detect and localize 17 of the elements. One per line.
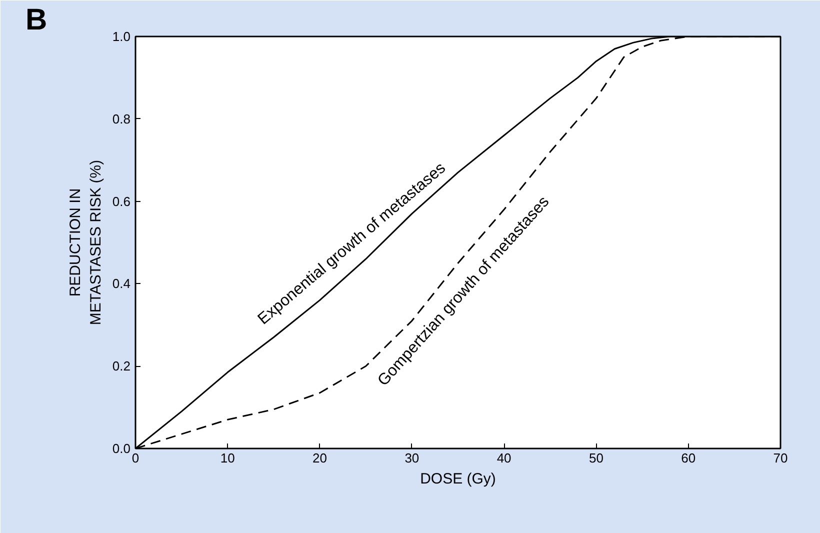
y-tick-label: 1.0	[112, 29, 131, 44]
x-tick-label: 30	[404, 450, 420, 466]
x-tick-label: 10	[220, 450, 235, 466]
x-tick-label: 40	[496, 450, 512, 466]
x-tick-label: 0	[132, 450, 140, 466]
y-tick-label: 0.4	[112, 276, 131, 292]
x-tick-label: 70	[773, 450, 788, 466]
y-tick-label: 0.0	[112, 441, 131, 456]
x-tick-label: 60	[681, 450, 696, 466]
y-tick-label: 0.6	[112, 194, 131, 209]
y-tick-label: 0.2	[112, 358, 131, 374]
y-tick-label: 0.8	[112, 111, 131, 126]
text: B	[26, 4, 48, 36]
x-axis-title: DOSE (Gy)	[420, 470, 496, 488]
x-tick-label: 50	[588, 450, 604, 466]
y-axis-title: REDUCTION IN METASTASES RISK (%)	[67, 160, 104, 326]
x-tick-label: 20	[312, 450, 328, 466]
